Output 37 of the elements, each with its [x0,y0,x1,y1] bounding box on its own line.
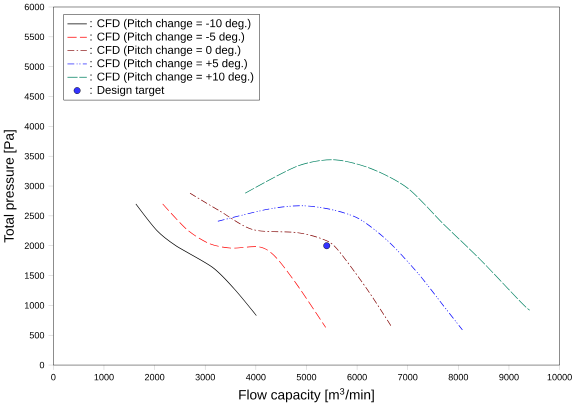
y-tick-label: 1500 [24,272,44,279]
y-tick-label: 5000 [24,63,44,70]
legend-label: : CFD (Pitch change = +5 deg.) [90,58,247,70]
x-tick-label: 4000 [246,374,266,380]
y-tick-label: 4000 [24,123,44,130]
x-tick-label: 6000 [347,374,367,380]
x-tick-label: 8000 [448,374,468,380]
y-tick-label: 3500 [24,152,44,160]
y-tick-label: 6000 [24,4,44,10]
y-tick-label: 1000 [24,302,44,309]
y-tick-label: 4500 [24,93,44,100]
x-tick-label: 9000 [499,374,519,380]
y-tick-label: 2000 [24,242,44,249]
legend-label: : CFD (Pitch change = -10 deg.) [90,18,250,30]
y-tick-label: 2500 [24,212,44,220]
y-tick-label: 3000 [24,182,44,190]
x-tick-label: 3000 [195,374,215,380]
x-tick-label: 10000 [548,374,572,380]
y-tick-label: 500 [30,332,44,338]
y-axis-title: Total pressure [Pa] [4,130,16,243]
line-series [136,204,257,316]
line-series [162,204,326,328]
x-tick-label: 2000 [144,374,164,380]
line-series [218,205,463,330]
line-series [190,192,392,328]
x-tick-label: 5000 [296,374,316,380]
legend-label: : CFD (Pitch change = 0 deg.) [90,46,240,56]
y-tick-label: 5500 [24,34,44,40]
y-tick-label: 0 [40,362,44,368]
legend-label: : CFD (Pitch change = -5 deg.) [90,32,244,43]
x-axis-title: Flow capacity [m$^{3}$/min] [239,388,374,402]
legend-label: : CFD (Pitch change = +10 deg.) [90,72,254,83]
x-tick-label: 0 [51,374,56,380]
x-tick-label: 7000 [398,374,418,380]
legend-label: : Design target [90,86,164,96]
line-series [244,159,530,310]
x-tick-label: 1000 [94,374,114,380]
